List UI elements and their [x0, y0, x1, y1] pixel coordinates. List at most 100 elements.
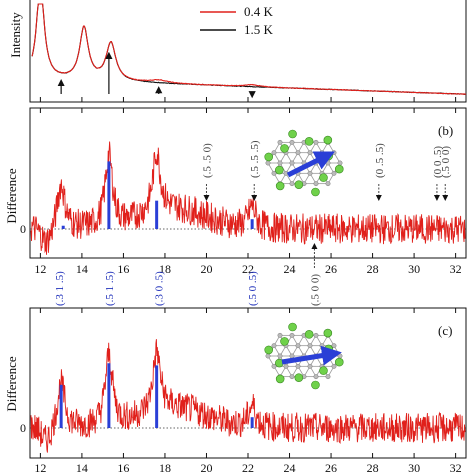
- lattice-atom: [271, 170, 277, 176]
- lattice-atom: [325, 181, 331, 187]
- magnetic-atom: [311, 380, 320, 390]
- magnetic-atom: [319, 366, 328, 375]
- x-tick-label: 30: [408, 262, 420, 276]
- index-label-3: (.3 0 .5): [154, 271, 166, 306]
- magnetic-atom: [288, 129, 297, 139]
- lattice-atom: [289, 332, 295, 338]
- panel-a-legend: 0.4 K 1.5 K: [200, 4, 274, 37]
- x-tick-label: 14: [76, 461, 88, 474]
- x-tick-label: 14: [76, 262, 88, 276]
- magnetic-atom: [304, 330, 314, 339]
- lattice-atom: [277, 139, 283, 145]
- lattice-atom: [307, 170, 313, 176]
- x-tick-label: 32: [450, 262, 462, 276]
- panel-b-frame: [29, 107, 467, 259]
- lattice-atom: [325, 374, 331, 380]
- x-tick-label: 26: [325, 262, 337, 276]
- panel-c-structure-inset: [264, 322, 344, 390]
- lattice-atom: [331, 363, 337, 369]
- lattice-atom: [265, 353, 271, 359]
- x-tick-label: 24: [284, 461, 296, 474]
- forbidden-label-1: (.5 .5 0): [201, 143, 213, 178]
- magnetic-atom: [275, 181, 285, 191]
- magnetic-atom: [294, 180, 304, 189]
- lattice-atom: [331, 170, 337, 176]
- lattice-atom: [325, 160, 331, 166]
- lattice-atom: [337, 160, 343, 166]
- x-tick-label: 12: [34, 262, 46, 276]
- forbidden-label-5: (.5 0 0): [440, 146, 452, 178]
- panel-a: Intensity 0.4 K 1.5 K: [8, 0, 467, 103]
- lattice-atom: [289, 160, 295, 166]
- lattice-atom: [319, 150, 325, 156]
- x-tick-label: 16: [117, 461, 129, 474]
- lattice-atom: [295, 363, 301, 369]
- x-tick-label: 18: [159, 262, 171, 276]
- lattice-atom: [283, 363, 289, 369]
- x-tick-label: 28: [367, 262, 379, 276]
- lattice-atom: [307, 363, 313, 369]
- magnetic-atom: [280, 144, 289, 153]
- x-tick-label: 32: [450, 461, 462, 474]
- lattice-atom: [265, 160, 271, 166]
- lattice-atom: [313, 139, 319, 145]
- lattice-atom: [289, 139, 295, 145]
- forbidden-label-4: (0 0 .5): [432, 146, 444, 178]
- peak-index-labels: (.3 1 .5) (.5 1 .5) (.3 0 .5) (.5 0 .5) (.5 …: [54, 271, 321, 306]
- lattice-atom: [271, 343, 277, 349]
- lattice-atom: [289, 353, 295, 359]
- magnetic-atom: [319, 173, 328, 182]
- panel-b-zero-label: 0: [20, 222, 26, 236]
- difference-curve: [30, 339, 466, 453]
- panel-c-ylabel: Difference: [4, 356, 19, 412]
- legend-red-label: 0.4 K: [244, 4, 274, 19]
- lattice-atom: [337, 353, 343, 359]
- index-label-4: (.5 0 .5): [247, 271, 259, 306]
- panel-a-ylabel: Intensity: [8, 12, 23, 58]
- index-label-2: (.5 1 .5): [104, 271, 116, 306]
- x-tick-label: 20: [200, 262, 212, 276]
- lattice-atom: [289, 374, 295, 380]
- index-label-1: (.3 1 .5): [54, 271, 66, 306]
- panel-b-plot: [30, 108, 466, 258]
- curve-0p4K: [31, 3, 467, 95]
- panel-b: Difference 0 (b) (.5 .5 0) (.5 .5 .5) (0 .…: [4, 107, 467, 268]
- x-tick-label: 22: [242, 262, 254, 276]
- panel-b-forbidden-labels: (.5 .5 0) (.5 .5 .5) (0 .5 .5) (0 0 .5)(.5 …: [201, 140, 452, 268]
- lattice-atom: [295, 150, 301, 156]
- x-tick-label: 26: [325, 461, 337, 474]
- panel-a-curves: [31, 3, 467, 102]
- magnetic-atom: [280, 337, 289, 346]
- x-tick-label: 28: [367, 461, 379, 474]
- moment-arrow-b: [286, 151, 335, 178]
- lattice-atom: [307, 150, 313, 156]
- lattice-atom: [289, 181, 295, 187]
- x-tick-label: 24: [284, 262, 296, 276]
- forbidden-label-2: (.5 .5 .5): [249, 140, 261, 178]
- magnetic-atom: [323, 328, 333, 338]
- lattice-atom: [271, 363, 277, 369]
- magnetic-atom: [275, 374, 285, 384]
- lattice-atom: [295, 343, 301, 349]
- lattice-atom: [307, 343, 313, 349]
- bottom-x-axis: 12 14 16 18 20 22 24 26 28 30 32: [34, 461, 461, 474]
- panel-b-ylabel: Difference: [4, 168, 19, 224]
- magnetic-atom: [334, 164, 344, 174]
- forbidden-label-3: (0 .5 .5): [374, 143, 386, 178]
- moment-arrow-c: [281, 345, 342, 366]
- lattice-atom: [277, 160, 283, 166]
- structure-lattice: [264, 129, 344, 197]
- x-tick-label: 20: [200, 461, 212, 474]
- magnetic-atom: [304, 137, 314, 146]
- lattice-atom: [319, 343, 325, 349]
- lattice-atom: [277, 353, 283, 359]
- x-tick-label: 16: [117, 262, 129, 276]
- magnetic-atom: [264, 152, 274, 162]
- magnetic-atom: [334, 357, 344, 367]
- lattice-atom: [313, 332, 319, 338]
- lattice-atom: [313, 181, 319, 187]
- magnetic-atom: [275, 165, 284, 175]
- middle-x-axis: 12 14 16 18 20 22 24 26 28 30 32: [34, 262, 461, 276]
- panel-c: Difference 0 (c): [4, 307, 467, 459]
